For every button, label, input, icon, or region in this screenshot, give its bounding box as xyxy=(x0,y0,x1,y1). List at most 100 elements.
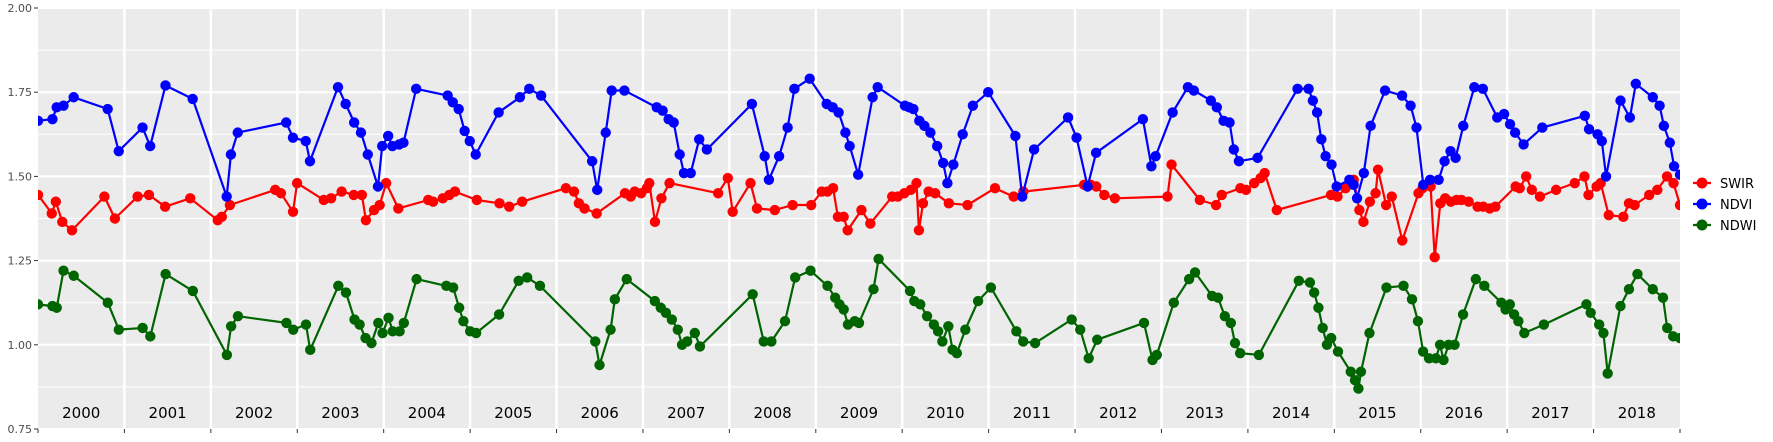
year-label: 2005 xyxy=(494,404,532,422)
point-ndwi xyxy=(609,294,621,305)
point-ndwi xyxy=(1538,319,1550,330)
point-ndvi xyxy=(372,181,384,192)
point-ndwi xyxy=(672,324,683,335)
point-ndwi xyxy=(1018,336,1029,347)
point-swir xyxy=(1380,199,1392,211)
point-swir xyxy=(224,199,236,211)
point-ndvi xyxy=(1411,122,1422,133)
point-ndvi xyxy=(1658,120,1670,132)
point-ndwi xyxy=(513,275,524,287)
point-ndvi xyxy=(685,167,696,179)
point-swir xyxy=(1372,164,1384,175)
point-swir xyxy=(649,216,661,228)
point-ndvi xyxy=(694,134,705,145)
point-ndvi xyxy=(1188,85,1200,96)
year-label: 2004 xyxy=(408,404,446,422)
point-ndwi xyxy=(1662,322,1673,334)
point-ndvi xyxy=(1458,120,1469,132)
point-ndwi xyxy=(305,344,316,356)
grid-major xyxy=(38,7,1680,430)
year-label: 2018 xyxy=(1618,404,1656,422)
point-swir xyxy=(1463,196,1474,207)
point-ndwi xyxy=(822,280,833,292)
point-ndvi xyxy=(1469,81,1480,93)
point-ndvi xyxy=(304,156,316,167)
year-label: 2015 xyxy=(1358,404,1396,422)
point-ndvi xyxy=(867,92,878,103)
point-ndwi xyxy=(1183,273,1195,285)
point-ndvi xyxy=(1348,179,1359,191)
point-ndvi xyxy=(1358,167,1370,179)
point-ndvi xyxy=(447,97,458,108)
point-ndwi xyxy=(221,349,233,361)
point-ndvi xyxy=(187,93,198,105)
point-ndvi xyxy=(746,98,758,110)
point-ndvi xyxy=(524,83,535,95)
point-ndvi xyxy=(470,149,481,160)
point-ndvi xyxy=(348,117,360,128)
point-ndwi xyxy=(1593,319,1605,330)
point-ndvi xyxy=(773,150,785,162)
point-swir xyxy=(1644,189,1655,201)
point-swir xyxy=(1618,211,1629,223)
point-ndwi xyxy=(1219,310,1231,322)
point-ndvi xyxy=(701,144,713,155)
point-ndwi xyxy=(288,324,299,335)
point-ndwi xyxy=(915,299,926,310)
point-ndvi xyxy=(789,83,800,95)
point-ndvi xyxy=(362,149,373,160)
point-ndwi xyxy=(458,316,469,327)
point-ndvi xyxy=(493,107,504,118)
point-ndwi xyxy=(1470,273,1482,285)
point-ndvi xyxy=(160,80,171,91)
point-ndvi xyxy=(967,100,979,111)
point-swir xyxy=(1526,184,1538,196)
point-ndvi xyxy=(948,159,959,170)
point-ndwi xyxy=(1355,366,1367,377)
point-ndwi xyxy=(1615,300,1626,312)
year-label: 2008 xyxy=(753,404,791,422)
point-ndvi xyxy=(411,83,422,95)
year-labels: 2000 2001 2002 2003 2004 2005 2006 2007 2008 2009… xyxy=(62,404,1656,422)
point-ndvi xyxy=(1205,95,1217,106)
point-ndwi xyxy=(666,314,678,325)
point-ndwi xyxy=(937,336,948,347)
point-ndvi xyxy=(1433,174,1444,185)
point-ndwi xyxy=(932,326,944,337)
point-swir xyxy=(806,199,817,211)
point-ndvi xyxy=(1224,117,1235,128)
point-ndvi xyxy=(1424,174,1436,185)
point-ndwi xyxy=(868,284,879,295)
point-ndvi xyxy=(459,125,470,137)
year-label: 2014 xyxy=(1272,404,1310,422)
point-swir xyxy=(769,204,780,216)
point-ndvi xyxy=(1396,90,1408,101)
point-ndvi xyxy=(221,191,232,202)
point-ndwi xyxy=(660,307,672,319)
point-ndvi xyxy=(586,156,598,167)
point-swir xyxy=(360,214,372,226)
y-axis: 0.75 1.00 1.25 1.50 1.75 2.00 xyxy=(8,2,1681,436)
point-ndvi xyxy=(1062,112,1074,123)
point-ndvi xyxy=(919,120,930,132)
point-ndvi xyxy=(1450,152,1461,164)
point-ndvi xyxy=(340,98,351,110)
point-swir xyxy=(1091,181,1102,192)
point-ndvi xyxy=(1211,102,1223,113)
point-ndwi xyxy=(1229,337,1241,349)
point-swir xyxy=(1397,235,1408,246)
point-ndwi xyxy=(985,282,997,293)
point-swir xyxy=(787,199,798,211)
point-ndvi xyxy=(1233,156,1245,167)
point-swir xyxy=(216,211,227,223)
point-ndwi xyxy=(394,326,405,337)
point-ndvi xyxy=(1537,122,1548,133)
point-swir xyxy=(516,196,528,207)
point-ndwi xyxy=(373,317,384,329)
point-swir xyxy=(856,204,867,216)
point-ndvi xyxy=(1498,108,1510,120)
point-swir xyxy=(1240,184,1252,196)
point-ndwi xyxy=(447,282,459,293)
point-ndvi xyxy=(1316,134,1327,145)
